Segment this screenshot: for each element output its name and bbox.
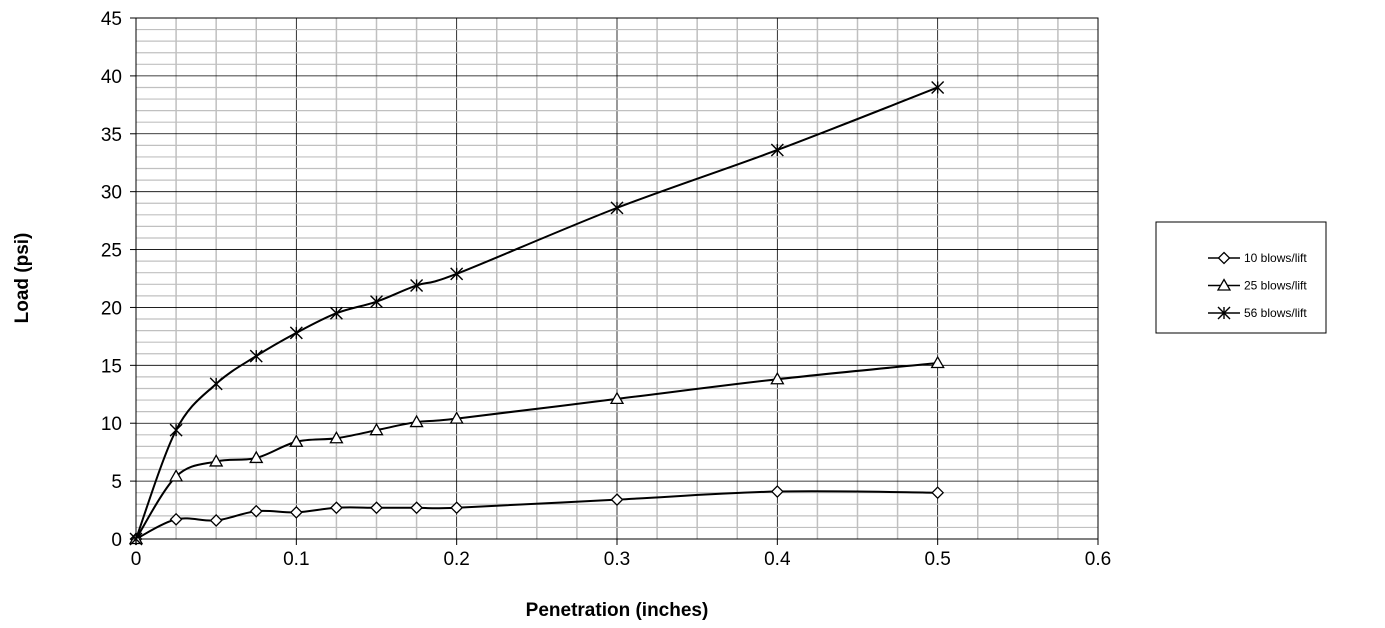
x-tick-label: 0.6: [1085, 549, 1111, 570]
data-point-star: [450, 267, 464, 281]
data-point-diamond: [209, 514, 223, 527]
series-triangle: [128, 355, 945, 545]
data-point-triangle: [168, 469, 184, 482]
data-point-diamond: [289, 505, 303, 519]
data-point-star: [370, 295, 383, 309]
data-point-diamond: [450, 501, 464, 515]
data-point-star: [770, 143, 784, 157]
y-tick-label: 20: [101, 298, 122, 319]
data-point-diamond: [169, 512, 183, 526]
data-point-star: [329, 306, 343, 320]
tick-labels: 0 0.1 0.2 0.3 0.4 0.5 0.6 0 5 10 15 20 25 30 35 40 45: [101, 9, 1111, 570]
data-point-triangle: [289, 434, 304, 447]
legend-label: 10 blows/lift: [1244, 251, 1307, 265]
data-point-diamond: [770, 485, 784, 498]
legend-marker: [1217, 251, 1231, 265]
data-point-triangle: [209, 454, 224, 467]
legend: 10 blows/lift 25 blows/lift 56 blows/lift: [1155, 221, 1327, 334]
data-point-triangle: [930, 355, 945, 369]
legend-item: 10 blows/lift: [1208, 251, 1307, 265]
legend-label: 25 blows/lift: [1244, 279, 1307, 293]
legend-marker: [1217, 306, 1231, 320]
x-tick-label: 0.1: [283, 549, 309, 570]
legend-box: [1155, 221, 1327, 334]
data-point-triangle: [770, 371, 785, 385]
series-layer: [128, 80, 945, 546]
data-point-star: [289, 326, 303, 340]
data-point-diamond: [329, 501, 343, 515]
series-star: [129, 80, 945, 546]
x-tick-label: 0.5: [924, 549, 950, 570]
y-tick-label: 5: [111, 472, 122, 493]
y-tick-label: 0: [111, 530, 122, 551]
y-axis-title: Load (psi): [12, 233, 33, 324]
legend-marker: [1216, 278, 1232, 291]
data-point-triangle: [249, 450, 264, 464]
y-tick-label: 25: [101, 241, 122, 262]
data-point-diamond: [249, 504, 263, 518]
data-point-diamond: [370, 501, 383, 515]
data-point-star: [169, 423, 183, 437]
data-point-diamond: [410, 501, 424, 515]
data-point-triangle: [369, 422, 384, 436]
data-point-diamond: [931, 486, 945, 500]
y-tick-label: 35: [101, 125, 122, 146]
y-tick-label: 40: [101, 67, 122, 88]
legend-item: 25 blows/lift: [1208, 278, 1307, 293]
legend-label: 56 blows/lift: [1244, 306, 1307, 320]
data-point-triangle: [609, 391, 625, 405]
data-point-star: [249, 349, 263, 363]
x-axis-title: Penetration (inches): [526, 600, 709, 621]
y-tick-label: 30: [101, 183, 122, 204]
legend-item: 56 blows/lift: [1208, 306, 1307, 320]
data-point-star: [931, 80, 945, 94]
data-point-triangle: [329, 430, 344, 444]
data-point-triangle: [449, 411, 464, 424]
data-point-star: [209, 377, 223, 391]
x-tick-label: 0: [131, 549, 142, 570]
x-tick-label: 0.3: [604, 549, 630, 570]
data-point-star: [610, 201, 624, 215]
data-point-diamond: [610, 493, 624, 507]
data-point-triangle: [409, 414, 424, 428]
y-tick-label: 15: [101, 356, 122, 377]
y-tick-label: 10: [101, 414, 122, 435]
x-tick-label: 0.4: [764, 549, 791, 570]
y-tick-label: 45: [101, 9, 122, 30]
data-point-star: [410, 278, 424, 292]
grid: [136, 18, 1098, 539]
x-tick-label: 0.2: [443, 549, 469, 570]
